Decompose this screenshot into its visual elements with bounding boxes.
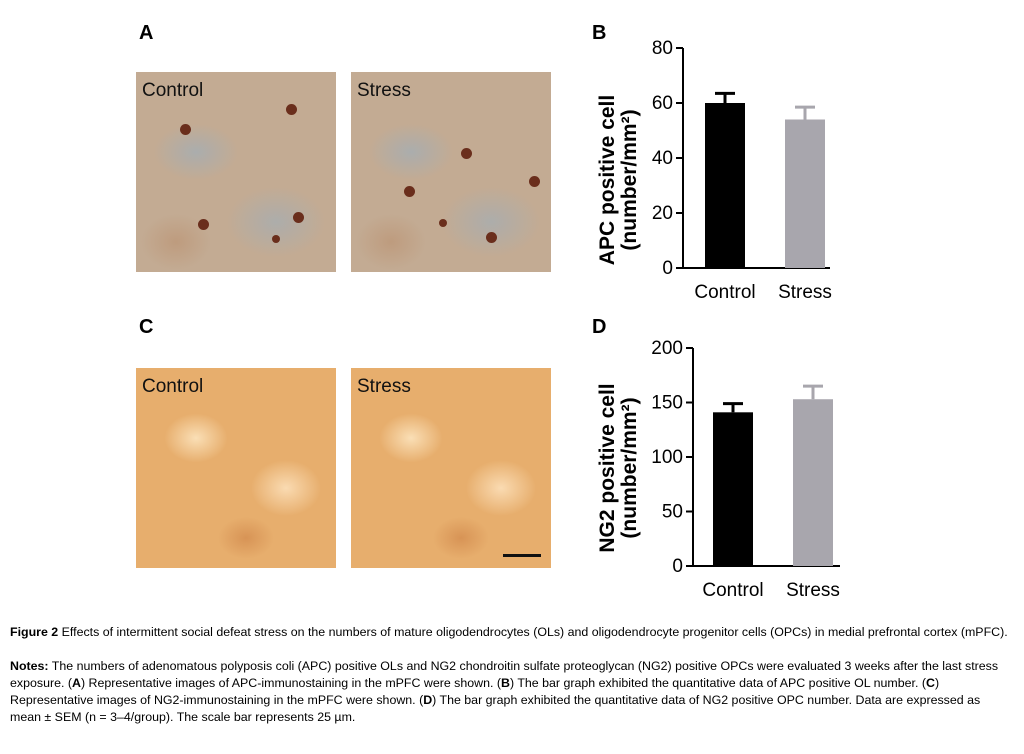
panel-label-d: D	[592, 316, 607, 338]
scale-bar	[503, 554, 541, 557]
notes-text: ) The bar graph exhibited the quantitati…	[509, 676, 926, 690]
notes-label: Notes:	[10, 659, 49, 673]
stained-cell	[198, 219, 209, 230]
figure-title: Effects of intermittent social defeat st…	[58, 625, 1008, 639]
notes-ref: D	[423, 693, 433, 707]
stained-cell	[272, 235, 280, 243]
notes-ref: A	[71, 676, 81, 690]
figure-caption: Figure 2 Effects of intermittent social …	[10, 624, 1010, 641]
x-tick-label: Stress	[786, 580, 840, 601]
y-tick-label: 20	[652, 203, 673, 224]
bar-stress	[793, 399, 833, 566]
apc-stress-micrograph: Stress	[351, 72, 551, 272]
ng2-stress-micrograph: Stress	[351, 368, 551, 568]
image-label: Control	[142, 80, 204, 101]
stained-cell	[439, 219, 447, 227]
panel-label-b: B	[592, 22, 607, 44]
notes-text: ) Representative images of APC-immunosta…	[80, 676, 502, 690]
y-tick-label: 40	[652, 148, 673, 169]
x-tick-label: Control	[702, 580, 763, 601]
stained-cell	[286, 104, 297, 115]
stained-cell	[529, 176, 540, 187]
figure-notes: Notes: The numbers of adenomatous polypo…	[10, 658, 1010, 726]
y-axis-title-line2: (number/mm²)	[618, 397, 641, 538]
stained-cell	[180, 124, 191, 135]
stained-cell	[404, 186, 415, 197]
x-tick-label: Control	[694, 282, 755, 303]
image-label: Stress	[357, 80, 411, 101]
apc-bar-chart: APC positive cell (number/mm²) 0 20 40 60 80…	[596, 38, 832, 303]
panel-label-a: A	[139, 22, 154, 44]
y-tick-label: 60	[652, 93, 673, 114]
y-tick-label: 100	[651, 447, 683, 468]
stained-cell	[293, 212, 304, 223]
notes-text: The numbers of adenomatous polyposis col…	[10, 659, 999, 690]
y-axis-title-line2: (number/mm²)	[618, 109, 641, 250]
stained-cell	[461, 148, 472, 159]
y-tick-label: 80	[652, 38, 673, 59]
ng2-control-micrograph: Control	[136, 368, 336, 568]
y-tick-label: 150	[651, 393, 683, 414]
panel-label-c: C	[139, 316, 154, 338]
stained-cell	[486, 232, 497, 243]
image-label: Control	[142, 376, 204, 397]
ng2-bar-chart: NG2 positive cell (number/mm²) 0 50 100 150…	[596, 338, 840, 601]
x-tick-label: Stress	[778, 282, 832, 303]
apc-control-micrograph: Control	[136, 72, 336, 272]
notes-text: ) Representative images of NG2-immunosta…	[10, 676, 940, 707]
notes-ref: C	[926, 676, 935, 690]
bar-control	[713, 412, 753, 566]
y-tick-label: 0	[672, 556, 683, 577]
bar-control	[705, 103, 745, 268]
y-tick-label: 0	[662, 258, 673, 279]
y-axis-title-line1: NG2 positive cell	[596, 383, 619, 552]
y-tick-label: 50	[662, 502, 683, 523]
bar-stress	[785, 119, 825, 268]
y-axis-title-line1: APC positive cell	[596, 95, 619, 265]
image-label: Stress	[357, 376, 411, 397]
notes-ref: B	[501, 676, 510, 690]
figure-label: Figure 2	[10, 625, 59, 639]
y-tick-label: 200	[651, 338, 683, 359]
notes-text: ) The bar graph exhibited the quantitati…	[10, 693, 981, 724]
